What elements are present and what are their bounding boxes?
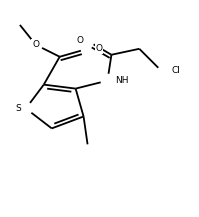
Text: NH: NH: [115, 76, 129, 85]
Text: O: O: [76, 36, 83, 45]
Text: Cl: Cl: [171, 66, 180, 75]
Text: O: O: [32, 40, 39, 49]
Text: S: S: [15, 104, 21, 113]
Text: O: O: [96, 44, 102, 53]
